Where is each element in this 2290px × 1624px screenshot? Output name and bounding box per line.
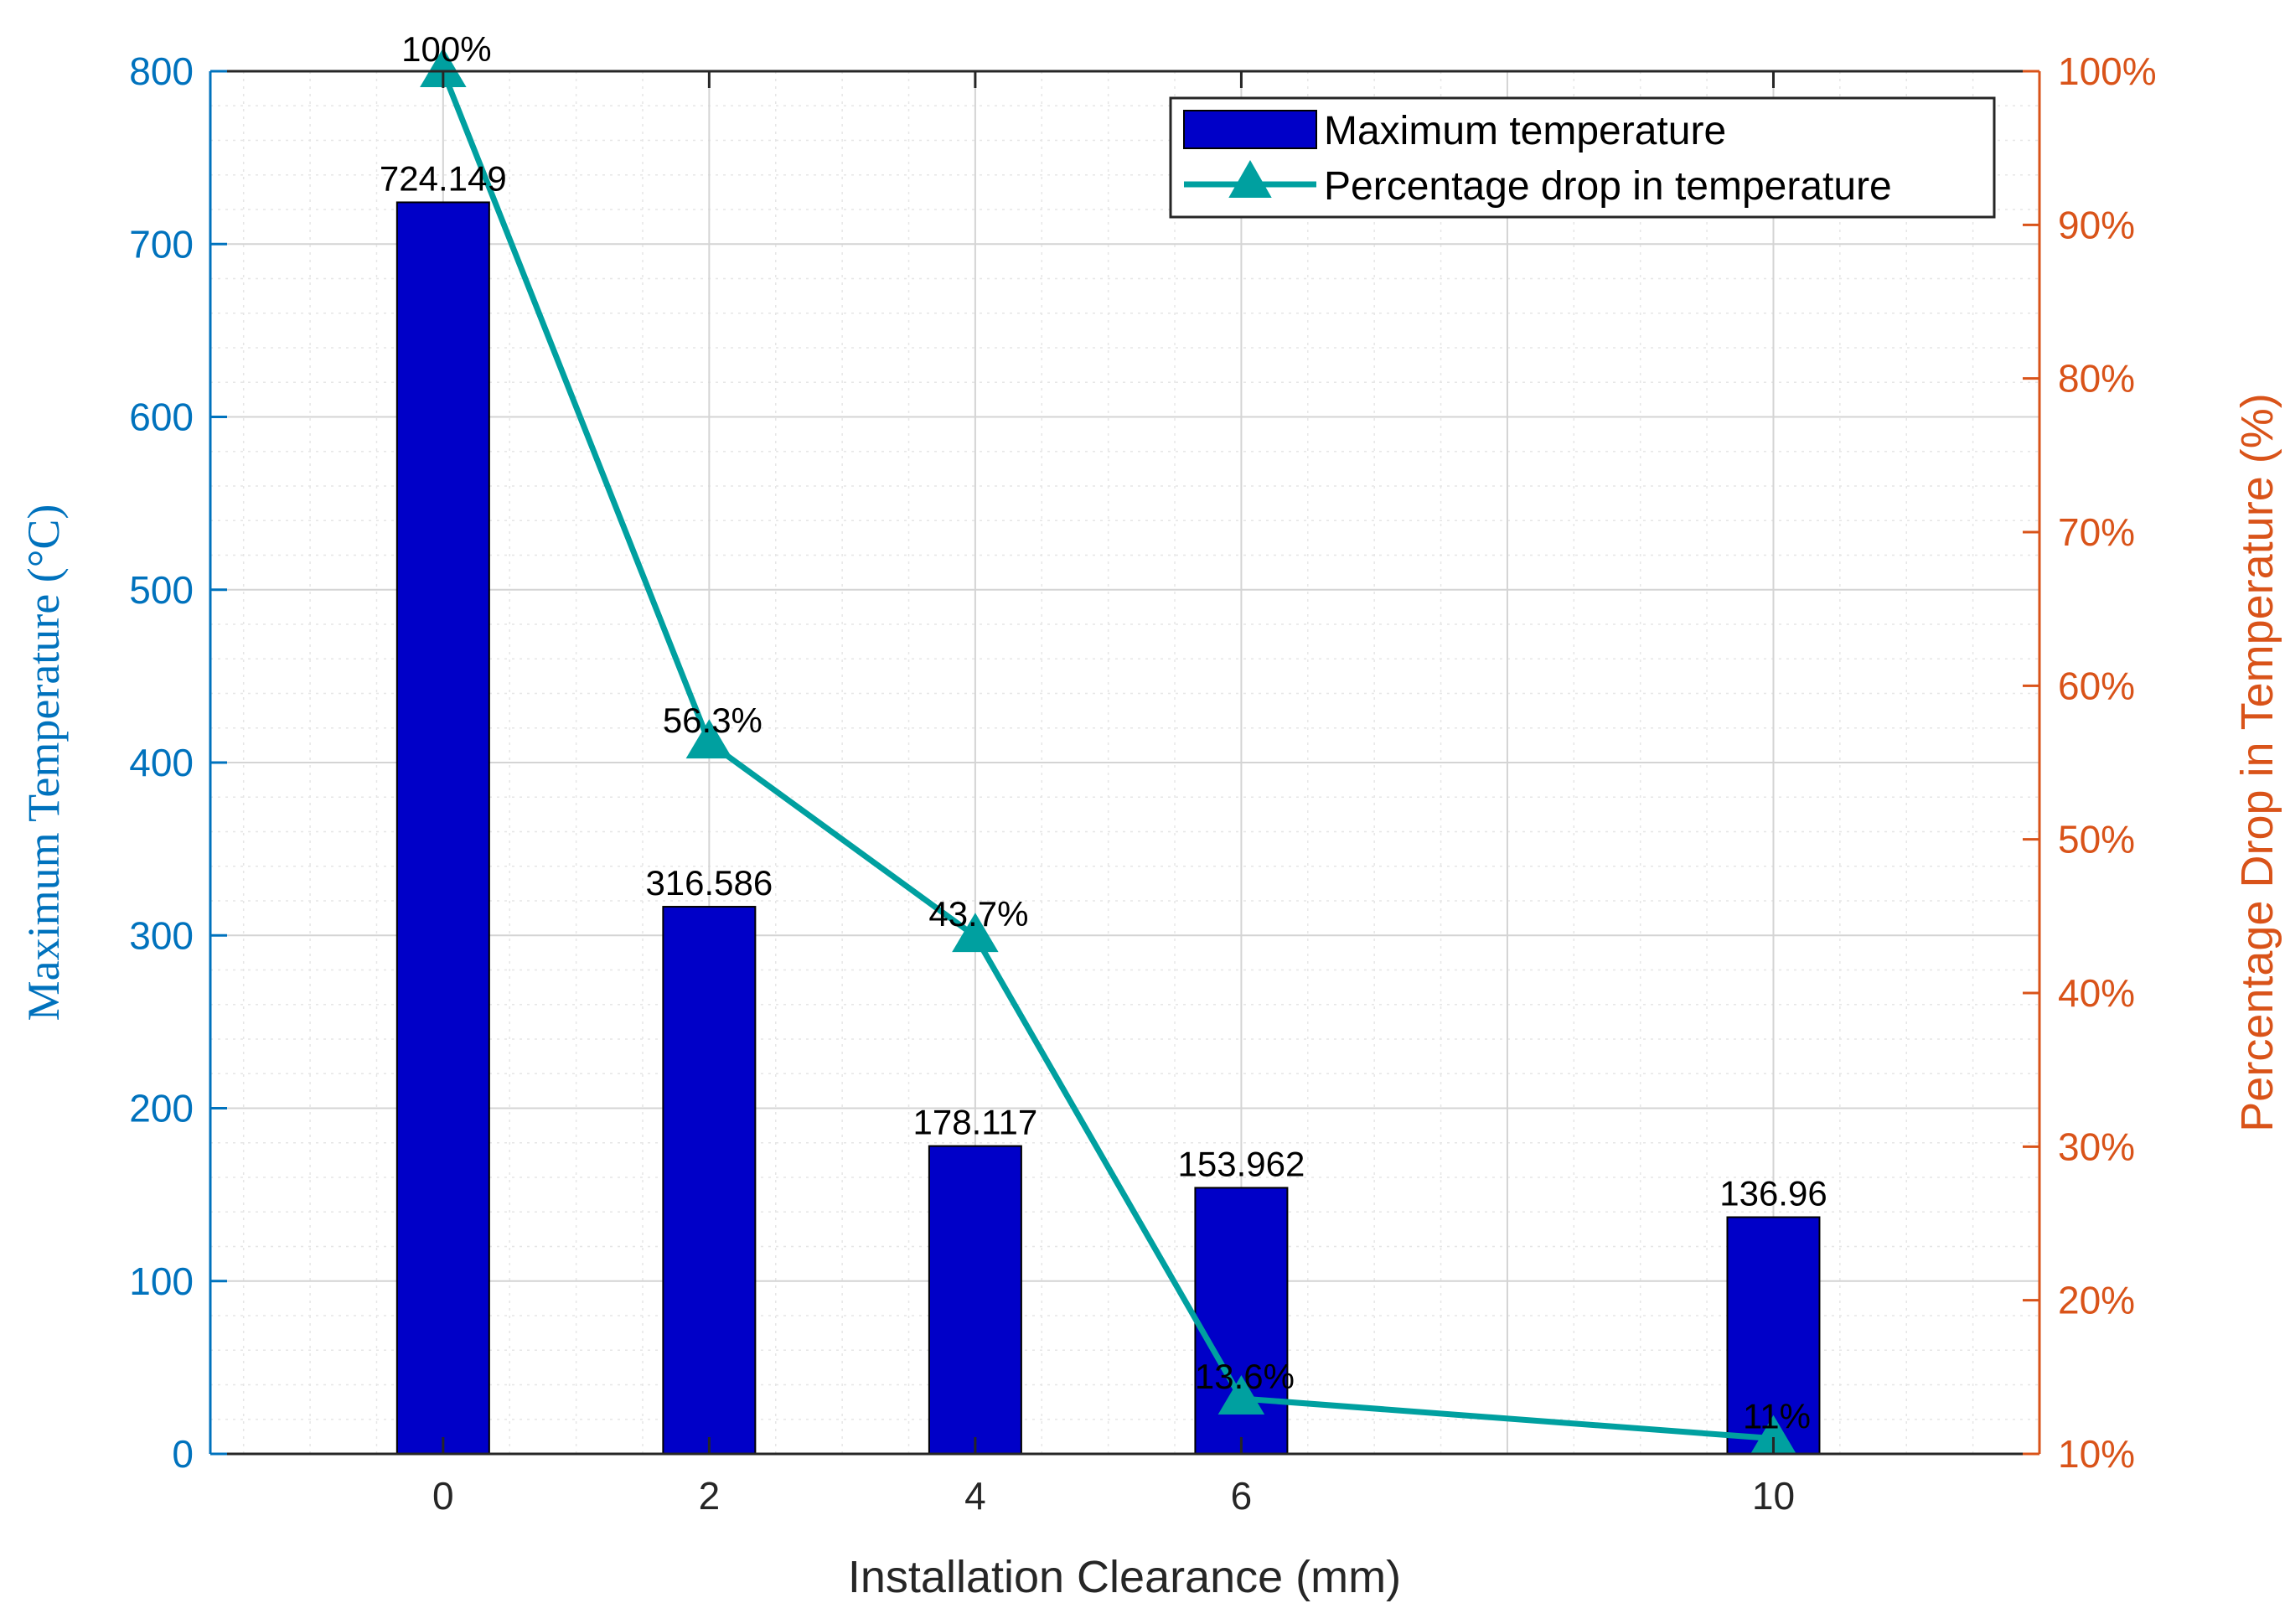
- right-tick-label: 70%: [2058, 510, 2135, 554]
- bar: [928, 1145, 1022, 1455]
- line-series: [420, 48, 1797, 1455]
- legend-bar-swatch: [1183, 110, 1317, 149]
- bar: [395, 201, 490, 1456]
- x-tick-label: 4: [964, 1474, 986, 1518]
- legend-line-label: Percentage drop in temperature: [1324, 164, 1892, 209]
- legend: Maximum temperature Percentage drop in t…: [1169, 96, 1996, 219]
- right-tick-label: 100%: [2058, 49, 2157, 93]
- bar-value-label: 178.117: [913, 1103, 1038, 1142]
- right-tick-label: 60%: [2058, 664, 2135, 707]
- x-tick-label: 10: [1752, 1474, 1795, 1518]
- triangle-marker: [1217, 1375, 1265, 1415]
- legend-triangle-marker: [1228, 159, 1272, 198]
- left-axis-label: Maximum Temperature (°C): [18, 504, 69, 1021]
- bar: [1726, 1216, 1821, 1456]
- bar-value-label: 724.149: [380, 158, 507, 198]
- bar-value-label: 153.962: [1178, 1144, 1305, 1183]
- right-axis-label: Percentage Drop in Temperature (%): [2232, 393, 2282, 1131]
- x-tick-label: 2: [699, 1474, 721, 1518]
- left-tick-label: 700: [129, 222, 194, 266]
- bar-value-label: 316.586: [645, 863, 773, 903]
- triangle-marker: [685, 719, 733, 759]
- right-tick-label: 90%: [2058, 203, 2135, 246]
- right-tick-label: 80%: [2058, 357, 2135, 401]
- percentage-value-label: 13.6%: [1195, 1357, 1295, 1396]
- ticks: 010020030040050060070080010%20%30%40%50%…: [129, 49, 2156, 1518]
- left-tick-label: 200: [129, 1087, 194, 1130]
- right-tick-label: 30%: [2058, 1125, 2135, 1168]
- left-tick-label: 0: [172, 1432, 194, 1476]
- percentage-value-label: 56.3%: [663, 701, 762, 740]
- percentage-value-label: 43.7%: [928, 894, 1028, 934]
- bar-value-label: 136.96: [1719, 1174, 1827, 1213]
- bar: [662, 906, 757, 1455]
- left-tick-label: 400: [129, 741, 194, 784]
- bars: [395, 201, 1821, 1456]
- triangle-marker: [952, 913, 999, 953]
- right-tick-label: 50%: [2058, 818, 2135, 861]
- percentage-value-label: 11%: [1743, 1397, 1811, 1436]
- x-tick-label: 6: [1231, 1474, 1253, 1518]
- legend-bar-label: Maximum temperature: [1324, 109, 1726, 153]
- right-tick-label: 10%: [2058, 1432, 2135, 1476]
- right-tick-label: 40%: [2058, 971, 2135, 1015]
- left-tick-label: 300: [129, 913, 194, 957]
- data-labels: 724.149 316.586 178.117 153.962 136.96 100% 56…: [380, 29, 1827, 1436]
- right-tick-label: 20%: [2058, 1279, 2135, 1322]
- left-tick-label: 600: [129, 396, 194, 439]
- left-tick-label: 100: [129, 1259, 194, 1303]
- x-tick-label: 0: [432, 1474, 454, 1518]
- percentage-value-label: 100%: [401, 29, 491, 69]
- left-tick-label: 800: [129, 49, 194, 93]
- x-axis-label: Installation Clearance (mm): [848, 1552, 1401, 1602]
- left-tick-label: 500: [129, 568, 194, 612]
